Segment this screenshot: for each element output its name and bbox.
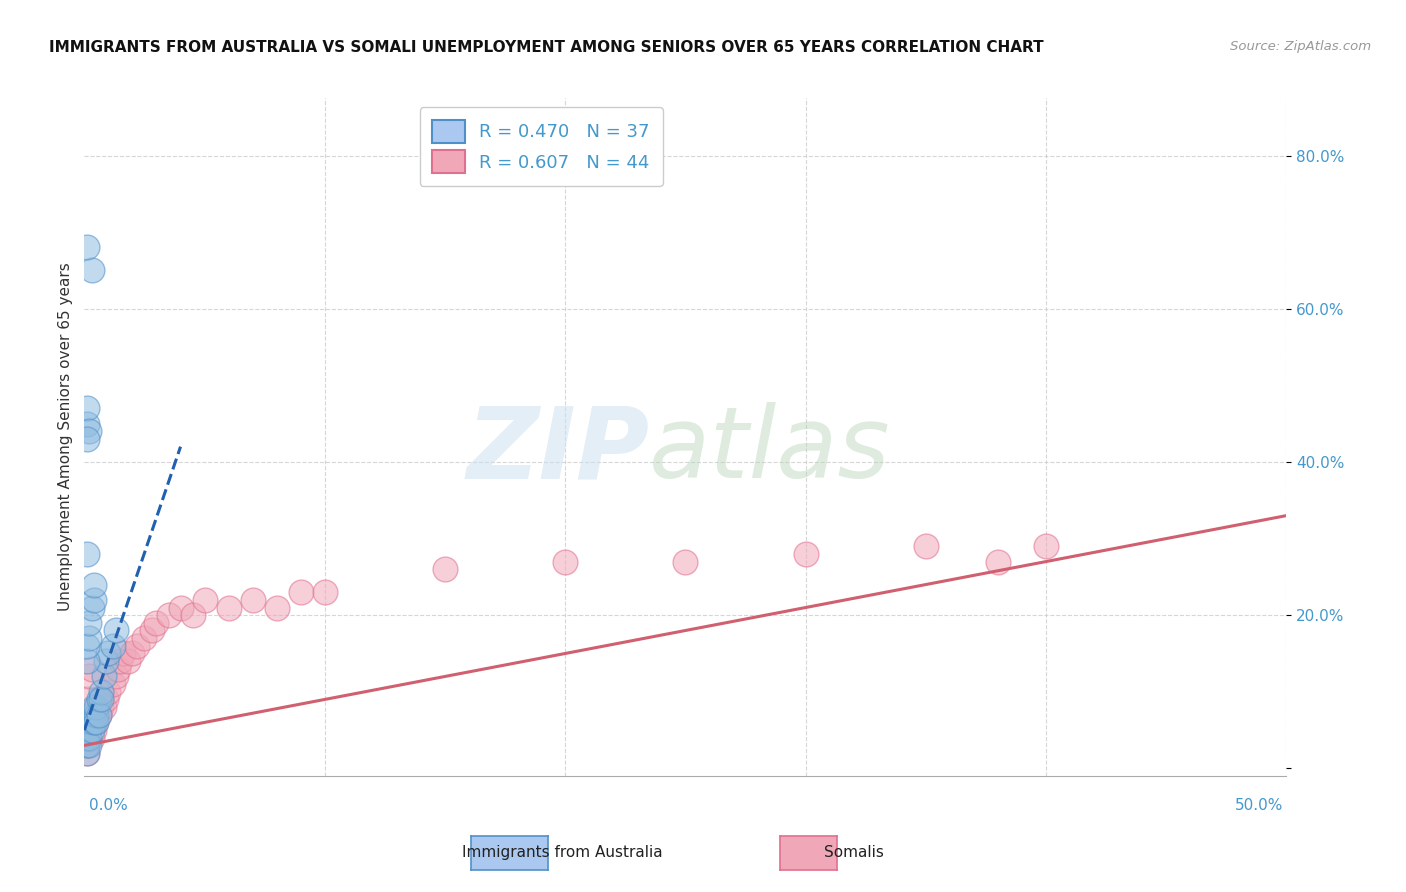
Point	[103, 677, 125, 691]
Point	[80, 662, 103, 676]
Point	[314, 585, 336, 599]
Point	[111, 647, 134, 661]
Point	[127, 639, 149, 653]
Point	[76, 240, 98, 254]
Text: IMMIGRANTS FROM AUSTRALIA VS SOMALI UNEMPLOYMENT AMONG SENIORS OVER 65 YEARS COR: IMMIGRANTS FROM AUSTRALIA VS SOMALI UNEM…	[49, 40, 1043, 55]
Point	[169, 600, 191, 615]
Point	[675, 555, 697, 569]
Point	[218, 600, 240, 615]
Point	[242, 592, 264, 607]
Text: Source: ZipAtlas.com: Source: ZipAtlas.com	[1230, 40, 1371, 54]
Point	[80, 715, 103, 730]
Point	[141, 624, 163, 638]
Point	[86, 715, 108, 730]
Point	[87, 692, 110, 706]
Point	[915, 539, 938, 553]
Text: Somalis: Somalis	[824, 846, 883, 860]
Point	[97, 685, 120, 699]
Point	[107, 662, 129, 676]
Point	[83, 592, 105, 607]
Point	[117, 654, 139, 668]
Point	[134, 631, 156, 645]
Legend: R = 0.470   N = 37, R = 0.607   N = 44: R = 0.470 N = 37, R = 0.607 N = 44	[420, 107, 662, 186]
Point	[80, 707, 103, 722]
Point	[194, 592, 217, 607]
Point	[77, 723, 100, 737]
Point	[76, 739, 98, 753]
Point	[77, 723, 100, 737]
Point	[181, 608, 204, 623]
Point	[290, 585, 312, 599]
Y-axis label: Unemployment Among Seniors over 65 years: Unemployment Among Seniors over 65 years	[58, 263, 73, 611]
Point	[86, 700, 108, 714]
Point	[77, 631, 100, 645]
Point	[90, 685, 112, 699]
Point	[77, 615, 100, 630]
Point	[83, 715, 105, 730]
Point	[76, 654, 98, 668]
Text: Immigrants from Australia: Immigrants from Australia	[463, 846, 662, 860]
Point	[76, 746, 98, 760]
Point	[90, 692, 112, 706]
Point	[76, 417, 98, 431]
Text: ZIP: ZIP	[467, 402, 650, 500]
Point	[103, 639, 125, 653]
Point	[87, 707, 110, 722]
Point	[86, 707, 108, 722]
Point	[110, 654, 132, 668]
Point	[86, 715, 108, 730]
Point	[80, 715, 103, 730]
Point	[794, 547, 817, 561]
Point	[77, 731, 100, 745]
Point	[77, 731, 100, 745]
Point	[80, 600, 103, 615]
Point	[76, 547, 98, 561]
Point	[77, 669, 100, 683]
Point	[145, 615, 167, 630]
Point	[94, 654, 117, 668]
Point	[83, 577, 105, 591]
Point	[121, 647, 143, 661]
Point	[76, 746, 98, 760]
Point	[104, 669, 127, 683]
Text: 0.0%: 0.0%	[89, 798, 128, 814]
Point	[157, 608, 180, 623]
Text: atlas: atlas	[650, 402, 891, 500]
Point	[80, 723, 103, 737]
Point	[76, 731, 98, 745]
Point	[83, 700, 105, 714]
Point	[76, 401, 98, 416]
Point	[104, 624, 127, 638]
Point	[93, 700, 115, 714]
Point	[93, 669, 115, 683]
Point	[76, 739, 98, 753]
Point	[77, 425, 100, 439]
Point	[76, 432, 98, 446]
Point	[94, 692, 117, 706]
Point	[87, 707, 110, 722]
Point	[554, 555, 576, 569]
Point	[90, 700, 112, 714]
Point	[76, 639, 98, 653]
Point	[76, 692, 98, 706]
Point	[987, 555, 1010, 569]
Point	[80, 731, 103, 745]
Point	[83, 723, 105, 737]
Point	[434, 562, 457, 576]
Point	[266, 600, 288, 615]
Point	[1035, 539, 1057, 553]
Point	[83, 707, 105, 722]
Point	[80, 263, 103, 277]
Text: 50.0%: 50.0%	[1236, 798, 1284, 814]
Point	[77, 739, 100, 753]
Point	[97, 647, 120, 661]
